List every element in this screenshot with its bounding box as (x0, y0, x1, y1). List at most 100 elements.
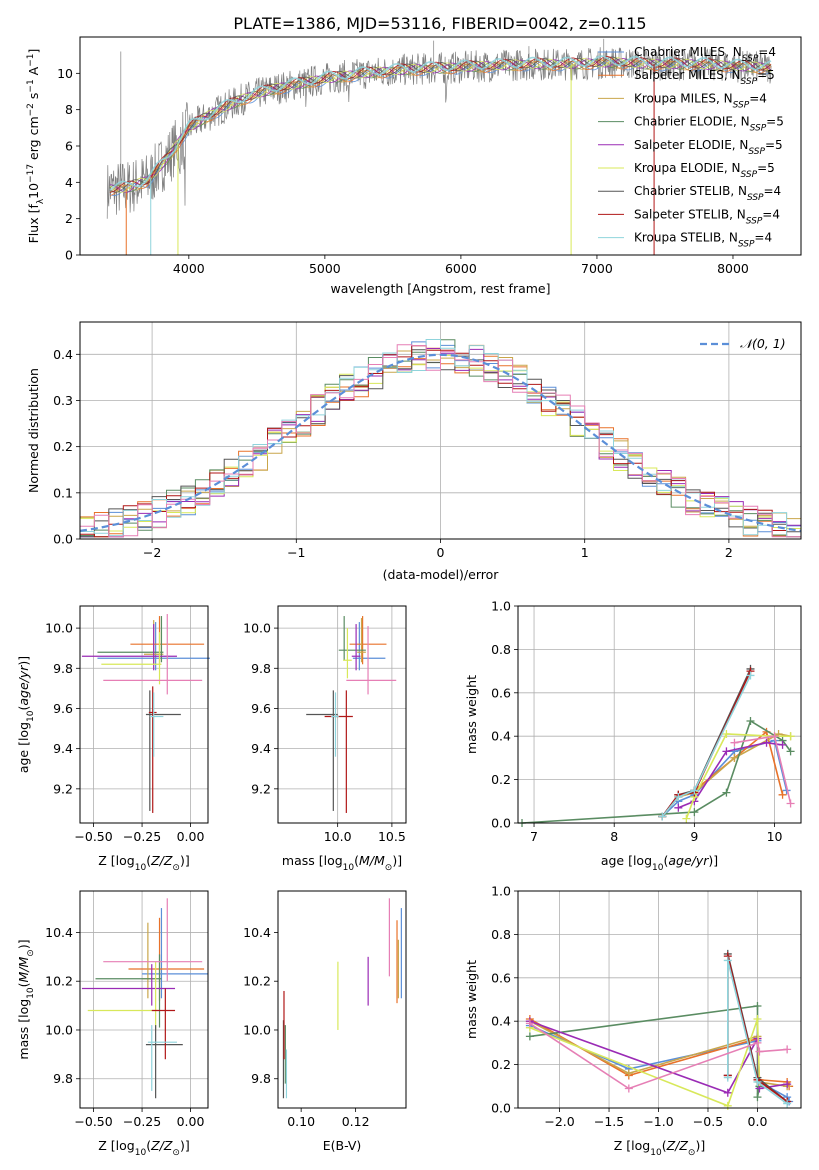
weight-marker (525, 1019, 534, 1028)
y-tick-label: 9.6 (53, 701, 73, 716)
x-tick-label: 10.5 (378, 829, 406, 844)
y-tick-label: 10.0 (243, 1022, 271, 1037)
weight-marker (746, 671, 755, 680)
y-tick-label: 2 (65, 211, 73, 226)
y-tick-label: 0.0 (491, 1101, 511, 1116)
x-tick-label: −1.5 (594, 1114, 624, 1129)
weight-marker (753, 1002, 762, 1011)
y-tick-label: 0.4 (491, 1014, 511, 1029)
weight-marker (722, 730, 731, 739)
age-vs-Z-panel: −0.50 −0.25 0.00 9.2 9.4 9.6 9.8 10.0 Z [log10(Z… (16, 605, 210, 873)
histogram-pink (80, 344, 801, 538)
x-tick-label: −2.0 (544, 1114, 574, 1129)
y-tick-label: 0.6 (491, 685, 511, 700)
weight-marker (746, 717, 755, 726)
weight-marker (722, 788, 731, 797)
weight-marker (753, 1077, 762, 1086)
y-tick-label: 0.8 (491, 642, 511, 657)
x-tick-label: 4000 (173, 261, 205, 276)
weight-marker (722, 747, 731, 756)
axes-frame (79, 36, 802, 256)
weight-marker (778, 790, 787, 799)
weight-marker (723, 956, 732, 965)
residuals-panel: −2 −1 0 1 2 0.0 0.1 0.2 0.3 0.4 (data-model)/error… (26, 321, 802, 582)
x-tick-label: 0 (437, 545, 445, 560)
x-tick-label: 0.00 (177, 1114, 205, 1129)
x-tick-label: 7000 (581, 261, 613, 276)
y-tick-label: 0 (65, 248, 73, 263)
weight-marker (674, 803, 683, 812)
y-tick-label: 10.2 (243, 974, 271, 989)
y-tick-label: 0.1 (53, 485, 73, 500)
y-tick-label: 0.4 (491, 729, 511, 744)
weight-marker (755, 1047, 764, 1056)
weight-marker (674, 792, 683, 801)
weight-marker (658, 812, 667, 821)
y-tick-label: 1.0 (491, 599, 511, 614)
y-tick-label: 9.2 (53, 781, 73, 796)
x-axis-label: E(B-V) (323, 1138, 362, 1153)
weight-marker (753, 1015, 762, 1024)
y-tick-label: 10.4 (243, 925, 271, 940)
y-tick-label: 0.4 (53, 347, 73, 362)
x-tick-label: −1.0 (643, 1114, 673, 1129)
x-axis-label: wavelength [Angstrom, rest frame] (330, 281, 550, 296)
x-tick-label: 0.10 (287, 1114, 315, 1129)
weight-line-chabrier_miles (661, 739, 788, 818)
legend-entry: Kroupa ELODIE, NSSP=5 (634, 161, 775, 180)
x-tick-label: −0.50 (74, 829, 112, 844)
weight-vs-Z-panel: −2.0 −1.5 −1.0 −0.5 0.0 0.0 0.2 0.4 0.6 0.8 1.0 Z [… (464, 884, 802, 1158)
y-axis-label: Normed distribution (26, 368, 41, 493)
legend-entry: Chabrier STELIB, NSSP=4 (634, 184, 781, 203)
x-tick-label: 8000 (717, 261, 749, 276)
x-tick-label: 2 (725, 545, 733, 560)
legend-entry: Kroupa MILES, NSSP=4 (634, 91, 767, 110)
x-tick-label: −1 (287, 545, 305, 560)
weight-line-chabrier_miles (529, 1024, 790, 1102)
weight-line-kroupa_stelib (727, 960, 788, 1105)
x-tick-label: 8 (610, 829, 618, 844)
weight-marker (753, 1093, 762, 1102)
x-tick-label: −2 (143, 545, 161, 560)
weight-marker (786, 732, 795, 741)
x-axis-label: age [log10(age/yr)] (601, 853, 718, 873)
y-tick-label: 10.0 (45, 621, 73, 636)
weight-marker (753, 1038, 762, 1047)
x-tick-label: 0.12 (342, 1114, 370, 1129)
legend-entry: Salpeter STELIB, NSSP=4 (634, 207, 780, 226)
weight-marker (723, 1073, 732, 1082)
weight-marker (624, 1069, 633, 1078)
y-tick-label: 9.8 (53, 661, 73, 676)
y-axis-label: mass [log10(M/M⊙)] (16, 939, 36, 1059)
y-tick-label: 8 (65, 102, 73, 117)
x-tick-label: −0.50 (74, 1114, 112, 1129)
x-tick-label: 7 (530, 829, 538, 844)
weight-marker (723, 1101, 732, 1110)
model-line-salpeter_stelib (109, 56, 772, 193)
axes-frame (79, 605, 209, 824)
weight-line-salpeter_miles (661, 730, 784, 818)
legend-entry: Salpeter MILES, NSSP=5 (634, 68, 775, 87)
weight-line-kroupa_stelib (661, 675, 752, 818)
weight-line-kroupa_miles (661, 733, 791, 818)
weight-line-chabrier_elodie (521, 719, 792, 824)
x-tick-label: 5000 (309, 261, 341, 276)
y-axis-label: mass weight (464, 675, 479, 754)
y-tick-label: 0.6 (491, 970, 511, 985)
y-tick-label: 4 (65, 175, 73, 190)
weight-marker (682, 814, 691, 823)
y-tick-label: 9.4 (251, 741, 271, 756)
weight-marker (786, 747, 795, 756)
x-axis-label: mass [log10(M/M⊙)] (282, 853, 402, 873)
y-tick-label: 1.0 (491, 884, 511, 899)
model-line-kroupa_stelib (109, 55, 772, 191)
y-tick-label: 9.4 (53, 741, 73, 756)
model-line-chabrier_stelib (109, 56, 772, 193)
y-axis-label: Flux [fλ10−17 erg cm−2 s−1 A−1] (26, 49, 46, 244)
y-tick-label: 10.0 (45, 1022, 73, 1037)
axes-frame (277, 605, 407, 824)
weight-vs-age-panel: 7 8 9 10 0.0 0.2 0.4 0.6 0.8 1.0 age [log10(age/yr… (464, 599, 802, 873)
weight-marker (525, 1032, 534, 1041)
x-axis-label: Z [log10(Z/Z⊙)] (98, 853, 189, 873)
